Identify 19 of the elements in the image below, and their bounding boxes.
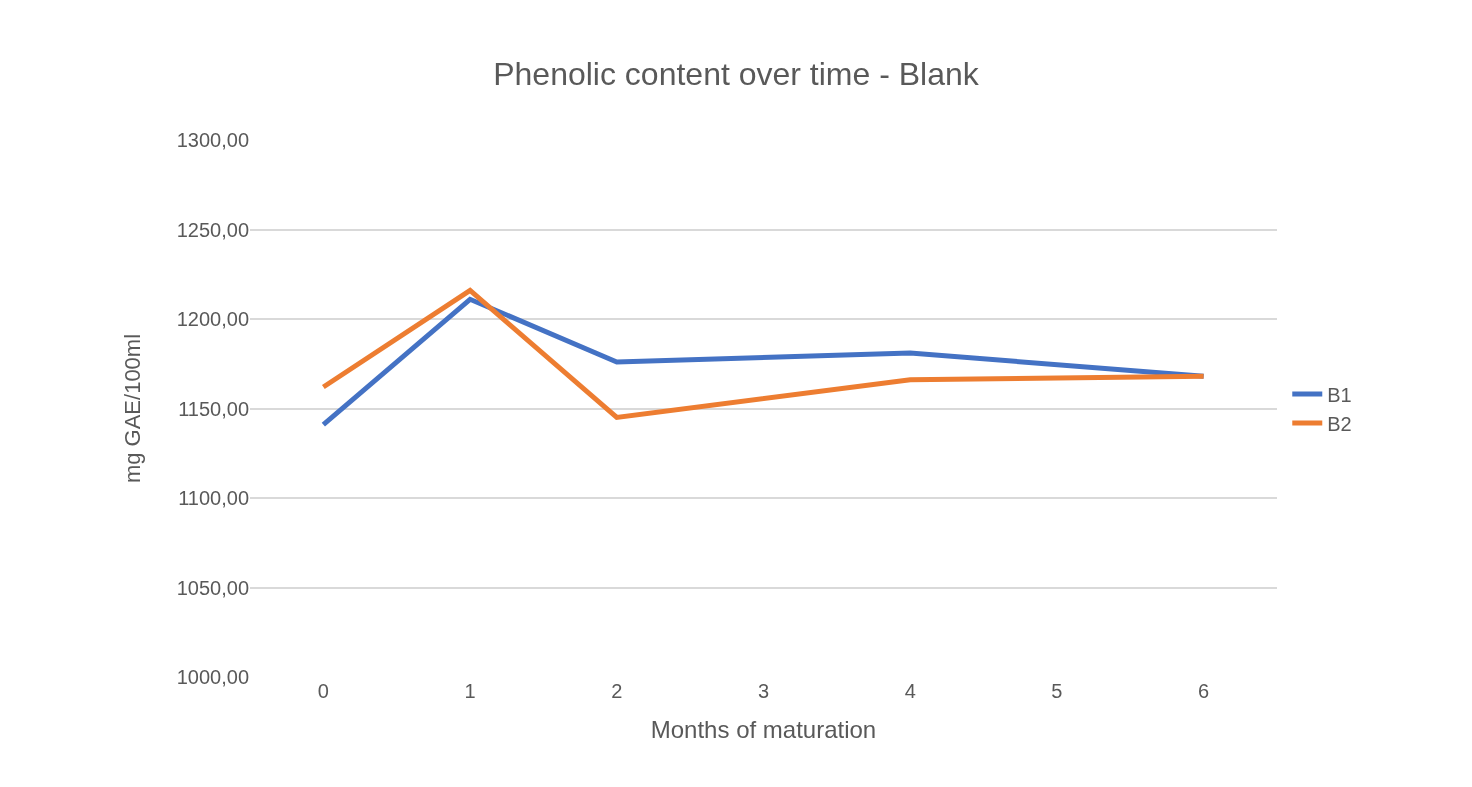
x-tick-label: 2 <box>611 680 623 702</box>
x-tick-label: 3 <box>757 680 770 702</box>
x-tick-label: 1 <box>464 680 476 702</box>
y-tick-label: 1300,00 <box>176 129 249 151</box>
chart-title: Phenolic content over time - Blank <box>493 56 980 93</box>
y-tick-label: 1050,00 <box>176 576 249 599</box>
y-tick-label: 1100,00 <box>178 487 249 509</box>
y-tick-label: 1250,00 <box>176 218 249 241</box>
x-tick-label: 5 <box>1051 680 1063 702</box>
legend-label: B2 <box>1327 412 1352 435</box>
x-tick-label: 0 <box>317 680 329 702</box>
y-tick-label: 1200,00 <box>176 308 249 330</box>
y-tick-label: 1000,00 <box>176 666 249 688</box>
legend-label: B1 <box>1327 383 1352 406</box>
x-axis-title: Months of maturation <box>650 716 877 744</box>
x-tick-label: 6 <box>1198 680 1210 702</box>
y-tick-label: 1150,00 <box>178 397 249 420</box>
y-axis-title: mg GAE/100ml <box>119 333 145 484</box>
x-tick-label: 4 <box>904 680 916 702</box>
